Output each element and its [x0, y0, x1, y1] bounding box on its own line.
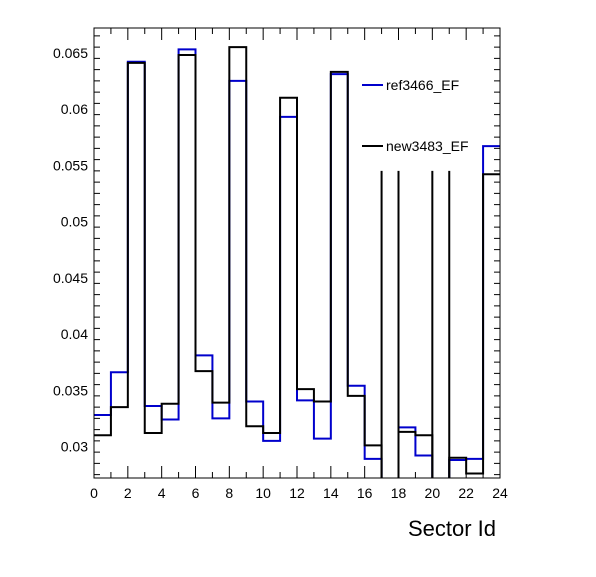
x-tick-label: 18 — [391, 485, 407, 501]
x-tick-label: 8 — [225, 485, 233, 501]
legend-label: new3483_EF — [386, 138, 469, 154]
y-tick-label: 0.045 — [53, 270, 88, 286]
x-tick-label: 16 — [357, 485, 373, 501]
x-tick-label: 22 — [458, 485, 474, 501]
x-tick-label: 2 — [124, 485, 132, 501]
legend-entry: new3483_EF — [362, 138, 469, 154]
x-tick-label: 6 — [192, 485, 200, 501]
y-tick-label: 0.065 — [53, 45, 88, 61]
y-tick-label: 0.05 — [61, 214, 88, 230]
y-tick-label: 0.03 — [61, 439, 88, 455]
x-tick-label: 12 — [289, 485, 305, 501]
x-tick-label: 10 — [255, 485, 271, 501]
series-new3483_EF — [94, 46, 500, 478]
series-layer — [94, 46, 500, 478]
series-line-new3483_EF — [94, 46, 500, 478]
x-tick-label: 0 — [90, 485, 98, 501]
y-tick-label: 0.06 — [61, 101, 88, 117]
tick-labels: 0 2 4 6 8 10 12 14 16 18 20 22 240.030.0350.040.0450… — [53, 45, 508, 501]
x-tick-label: 24 — [492, 485, 508, 501]
legend-entry: ref3466_EF — [362, 77, 459, 93]
y-tick-label: 0.035 — [53, 382, 88, 398]
y-tick-label: 0.055 — [53, 157, 88, 173]
axis-ticks — [93, 28, 501, 478]
y-tick-label: 0.04 — [61, 326, 88, 342]
legend-label: ref3466_EF — [386, 77, 459, 93]
legend: ref3466_EF new3483_EF — [362, 77, 469, 154]
x-tick-label: 4 — [158, 485, 166, 501]
x-tick-label: 14 — [323, 485, 339, 501]
x-tick-label: 20 — [425, 485, 441, 501]
x-axis-title: Sector Id — [408, 516, 496, 541]
